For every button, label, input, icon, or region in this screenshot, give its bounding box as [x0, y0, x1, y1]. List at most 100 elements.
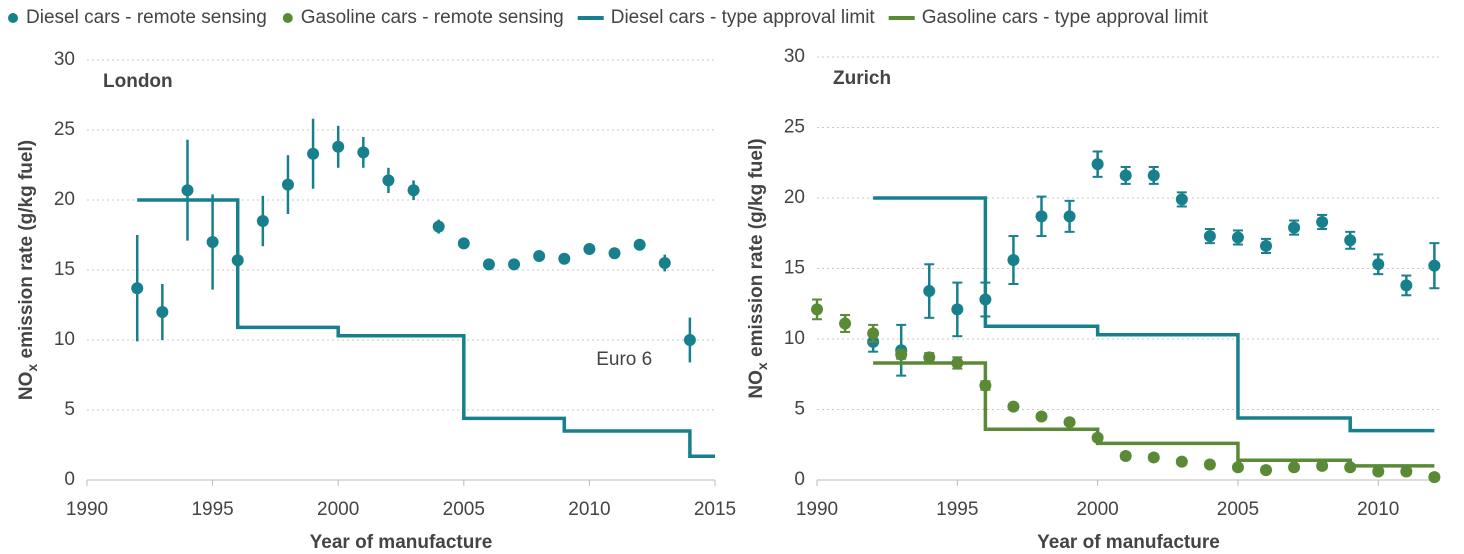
point — [432, 220, 445, 233]
y-label-main: NO — [746, 370, 767, 399]
point — [867, 327, 880, 340]
y-axis-label: NOx emission rate (g/kg fuel) — [746, 138, 770, 398]
y-tick-label: 0 — [794, 469, 805, 490]
y-tick-label: 10 — [784, 328, 805, 349]
point — [1007, 254, 1020, 267]
y-axis-label: NOx emission rate (g/kg fuel) — [16, 140, 40, 400]
point — [131, 282, 144, 295]
legend-dot — [8, 13, 18, 23]
limit-line — [873, 196, 1435, 433]
point — [457, 237, 470, 250]
x-tick-label: 2010 — [568, 499, 610, 520]
point — [1231, 461, 1244, 474]
x-tick-label: 1995 — [936, 499, 978, 520]
point — [1063, 416, 1076, 429]
point — [1175, 193, 1188, 206]
point — [181, 184, 194, 197]
x-axis-label: Year of manufacture — [310, 532, 493, 553]
point — [1400, 465, 1413, 478]
limit-line — [137, 198, 715, 458]
point — [1400, 279, 1413, 292]
point — [206, 236, 219, 248]
point — [482, 258, 495, 271]
y-tick-label: 20 — [784, 187, 805, 208]
annotation: Euro 6 — [596, 349, 652, 370]
point — [1119, 450, 1132, 463]
x-tick-label: 2005 — [443, 499, 485, 520]
x-tick-label: 1995 — [191, 499, 233, 520]
y-tick-label: 0 — [64, 469, 75, 490]
point — [1316, 459, 1329, 472]
legend-label: Diesel cars - remote sensing — [26, 7, 267, 28]
point — [1372, 465, 1385, 478]
point — [951, 303, 964, 316]
point — [1203, 230, 1216, 243]
point — [811, 303, 823, 316]
y-label-sub: x — [754, 362, 770, 370]
y-tick-label: 25 — [54, 119, 75, 140]
point — [1288, 221, 1301, 234]
point — [1260, 464, 1273, 477]
point — [156, 306, 169, 318]
limit-line — [873, 361, 1435, 468]
point — [382, 174, 395, 187]
point — [407, 184, 420, 197]
y-tick-label: 20 — [54, 189, 75, 210]
y-label-rest: emission rate (g/kg fuel) — [16, 140, 37, 364]
point — [683, 334, 696, 346]
y-tick-label: 15 — [784, 258, 805, 279]
point — [923, 285, 936, 298]
x-tick-label: 2010 — [1357, 499, 1399, 520]
y-tick-label: 15 — [54, 259, 75, 280]
x-tick-label: 2005 — [1217, 499, 1259, 520]
point — [1231, 231, 1244, 244]
x-tick-label: 2015 — [694, 499, 736, 520]
y-tick-label: 25 — [784, 117, 805, 138]
point — [307, 147, 320, 160]
y-tick-label: 10 — [54, 329, 75, 350]
point — [658, 257, 671, 269]
x-tick-label: 2000 — [1076, 499, 1118, 520]
point — [1203, 458, 1216, 471]
point — [1091, 158, 1104, 171]
point — [508, 258, 521, 271]
point — [1316, 215, 1329, 228]
point — [1344, 234, 1357, 247]
point — [895, 348, 908, 361]
point — [1260, 239, 1273, 252]
point — [1372, 258, 1385, 271]
point — [1428, 259, 1441, 272]
point — [256, 215, 269, 227]
point — [583, 243, 596, 255]
point — [1428, 471, 1441, 484]
y-label-sub: x — [24, 364, 40, 372]
legend-label: Diesel cars - type approval limit — [611, 7, 876, 28]
y-tick-label: 5 — [64, 399, 75, 420]
point — [281, 178, 294, 191]
point — [1147, 451, 1160, 464]
x-axis-label: Year of manufacture — [1037, 532, 1220, 553]
x-tick-label: 2000 — [317, 499, 359, 520]
point — [839, 317, 852, 330]
y-tick-label: 5 — [794, 399, 805, 420]
x-tick-label: 1990 — [66, 499, 108, 520]
point — [1035, 210, 1048, 223]
y-tick-label: 30 — [784, 46, 805, 67]
legend-label: Gasoline cars - remote sensing — [301, 7, 564, 28]
point — [1119, 169, 1132, 182]
point — [1063, 210, 1076, 223]
point — [533, 250, 546, 262]
panel-label: London — [103, 71, 173, 92]
y-label-main: NO — [16, 372, 37, 401]
point — [357, 146, 370, 159]
point — [608, 247, 621, 260]
y-tick-label: 30 — [54, 49, 75, 70]
x-tick-label: 1990 — [796, 499, 838, 520]
y-label-rest: emission rate (g/kg fuel) — [746, 138, 767, 362]
point — [923, 351, 936, 364]
point — [1147, 169, 1160, 182]
legend-label: Gasoline cars - type approval limit — [922, 7, 1209, 28]
panel-label: Zurich — [833, 68, 891, 89]
point — [1035, 410, 1048, 423]
